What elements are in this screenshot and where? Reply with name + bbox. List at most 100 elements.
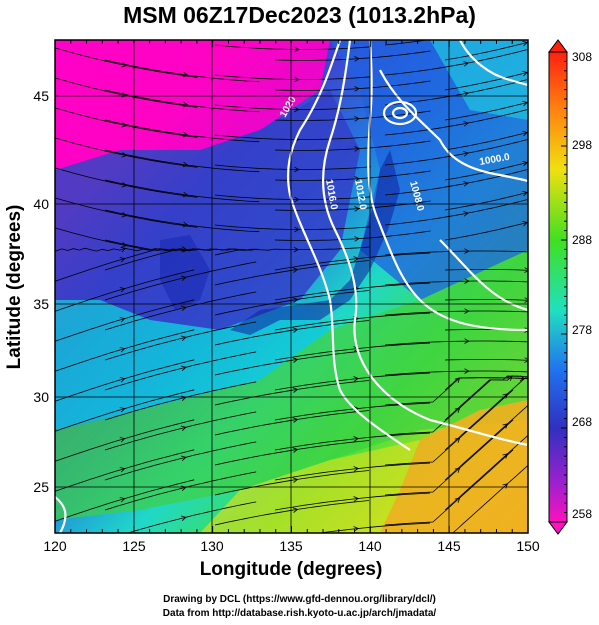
streamline-arrow (502, 453, 509, 459)
streamline (274, 200, 431, 211)
streamline-arrow (522, 100, 528, 107)
streamline-arrow (294, 106, 300, 113)
streamline-arrow (454, 377, 461, 383)
streamline (55, 269, 195, 312)
streamline-arrow (294, 196, 300, 203)
pressure-contours (55, 40, 528, 533)
streamline (444, 375, 528, 421)
streamline-arrow (182, 71, 189, 78)
streamline (444, 269, 528, 271)
colorbar-top-arrow (548, 39, 568, 53)
streamline-arrow (180, 455, 187, 461)
streamline-arrow (522, 130, 528, 137)
streamline (384, 340, 528, 346)
streamline (274, 342, 431, 361)
streamline-arrow (524, 327, 528, 333)
streamline (384, 250, 528, 256)
streamline-arrow (119, 437, 126, 443)
streamline (55, 197, 198, 228)
streamline (104, 321, 257, 361)
streamline-arrow (463, 151, 469, 157)
streamline (55, 419, 195, 462)
streamline-arrow (294, 46, 300, 53)
streamline (384, 108, 528, 136)
streamline (55, 137, 198, 168)
streamline (274, 170, 431, 181)
streamline-arrow (354, 176, 360, 182)
x-tick-labels: 120 125 130 135 140 145 150 (43, 538, 540, 554)
x-tick-label: 145 (437, 538, 461, 554)
streamline-arrow (463, 121, 469, 127)
y-axis-label: Latitude (degrees) (4, 205, 25, 370)
streamline (444, 101, 528, 121)
streamline (274, 312, 431, 331)
streamline (214, 500, 370, 526)
streamline-arrow (463, 181, 469, 187)
streamline (214, 350, 370, 376)
streamline (104, 119, 260, 143)
streamline-arrow (121, 182, 128, 188)
streamline (384, 375, 520, 436)
streamline-arrow (180, 275, 187, 281)
y-tick-label: 25 (33, 479, 49, 495)
streamline (104, 248, 258, 271)
streamline-arrow (522, 70, 528, 77)
x-tick-label: 120 (43, 538, 67, 554)
streamline-arrow (119, 257, 126, 263)
streamline (104, 291, 257, 331)
streamline-arrow (354, 56, 360, 62)
streamline (452, 464, 528, 533)
streamline-arrow (454, 407, 461, 413)
streamline-arrow (121, 212, 128, 218)
streamline-arrow (294, 166, 300, 173)
contour-label: 1000.0 (479, 152, 511, 168)
streamline (55, 47, 198, 78)
streamline (384, 198, 528, 226)
streamline (384, 78, 528, 106)
y-tick-labels: 25 30 35 40 45 (33, 88, 49, 495)
temperature-field (55, 40, 528, 533)
streamline-arrow (180, 425, 187, 431)
y-tick-label: 40 (33, 196, 49, 212)
streamline-arrow (292, 447, 299, 453)
colorbar-tick-label: 308 (572, 50, 592, 64)
streamline (104, 179, 260, 203)
contour-label: 1016.0 (323, 179, 339, 211)
streamline-arrow (353, 496, 360, 502)
streamline-arrow (292, 297, 299, 303)
streamline (214, 380, 370, 406)
streamline-arrow (353, 376, 360, 382)
streamline-arrow (182, 161, 189, 168)
streamline (214, 104, 371, 110)
credit-data: Data from http://database.rish.kyoto-u.a… (162, 608, 437, 619)
streamline (384, 168, 528, 196)
streamline-arrow (180, 305, 187, 311)
streamline (104, 59, 260, 83)
streamline-arrow (464, 248, 470, 254)
streamline (384, 40, 430, 46)
streamline (274, 252, 431, 271)
streamline-arrow (180, 515, 187, 521)
streamline (55, 299, 195, 342)
streamline-arrow (524, 357, 528, 363)
streamline-arrow (294, 76, 300, 83)
streamline (104, 261, 257, 301)
streamline-arrow (353, 526, 360, 532)
streamline (55, 479, 195, 522)
streamline-arrow (522, 160, 528, 167)
streamline-arrow (454, 467, 461, 473)
streamline (214, 470, 370, 496)
tick-marks (54, 40, 529, 533)
streamline-arrow (294, 226, 300, 233)
streamline-arrow (464, 278, 470, 284)
x-axis-label: Longitude (degrees) (200, 559, 383, 580)
streamline (274, 230, 431, 241)
streamline-arrow (119, 287, 126, 293)
streamline (274, 282, 431, 301)
streamline (444, 434, 528, 511)
streamline-arrow (353, 466, 360, 472)
streamline-arrow (522, 190, 528, 197)
colorbar-bottom-arrow (548, 521, 568, 535)
streamline (274, 80, 431, 91)
